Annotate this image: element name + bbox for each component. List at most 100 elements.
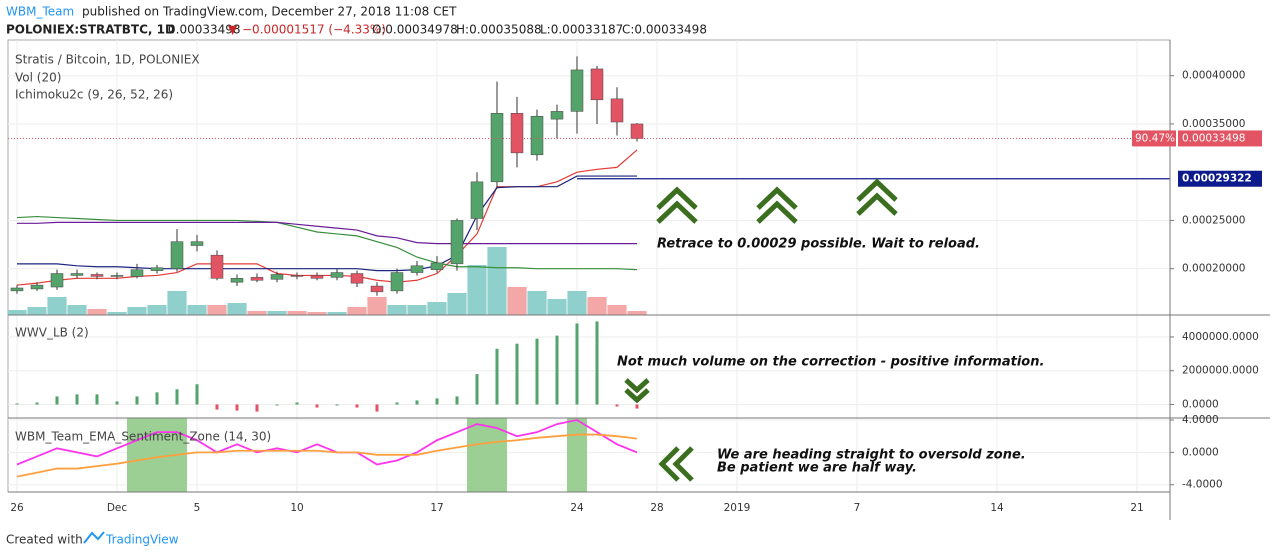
- wwv-bar: [355, 404, 359, 408]
- volume-bar: [327, 312, 347, 315]
- legend-ichimoku: Ichimoku2c (9, 26, 52, 26): [15, 88, 173, 102]
- wwv-bar: [635, 404, 639, 409]
- candle-body: [350, 273, 364, 284]
- wwv-bar: [15, 403, 19, 405]
- candle-body: [10, 287, 24, 292]
- plot-layer: [7, 40, 1170, 492]
- high: H:0.00035088: [456, 23, 542, 37]
- y-tick-label: 0.0000: [1182, 398, 1219, 410]
- x-tick-label: 24: [570, 502, 584, 514]
- volume-bar: [507, 287, 527, 315]
- wwv-bar: [275, 404, 279, 406]
- indicator-line: [17, 221, 637, 245]
- candle-body: [230, 278, 244, 283]
- level-tag: [1178, 170, 1262, 187]
- candle-body: [390, 272, 404, 292]
- candle-body: [450, 220, 464, 265]
- wwv-bar: [75, 394, 79, 405]
- candle-body: [470, 181, 484, 219]
- volume-bar: [527, 291, 547, 315]
- volume-bar: [7, 310, 27, 315]
- volume-bar: [407, 305, 427, 315]
- volume-bar: [587, 297, 607, 315]
- candle-body: [330, 272, 344, 278]
- wwv-bar: [55, 396, 59, 405]
- wwv-bar: [575, 323, 579, 405]
- price: 0.00033498: [168, 23, 241, 37]
- x-tick-label: 14: [990, 502, 1004, 514]
- volume-bar: [467, 265, 487, 315]
- wwv-bar: [455, 396, 459, 405]
- wwv-bar: [295, 402, 299, 405]
- volume-bar: [87, 309, 107, 315]
- candle-body: [210, 254, 224, 279]
- wwv-bar: [535, 338, 539, 405]
- volume-bar: [387, 305, 407, 315]
- tv-logo: [83, 531, 105, 544]
- x-tick-label: 10: [290, 502, 303, 514]
- candle-body: [590, 68, 604, 101]
- wwv-bar: [395, 402, 399, 405]
- volume-bar: [187, 305, 207, 315]
- candle-body: [570, 69, 584, 112]
- candle-body: [270, 274, 284, 280]
- y-tick-label: 0.00025000: [1182, 214, 1245, 226]
- open: O:0.00034978: [372, 23, 458, 37]
- indicator-line: [16, 215, 638, 271]
- candle-body: [550, 111, 564, 120]
- volume-bar: [67, 305, 87, 315]
- y-tick-label: 0.0000: [1182, 446, 1219, 458]
- sentiment-line: [16, 419, 638, 466]
- candle-body: [410, 265, 424, 273]
- volume-bar: [267, 311, 287, 315]
- volume-bar: [287, 311, 307, 315]
- low: L:0.00033187: [540, 23, 623, 37]
- volume-bar: [427, 302, 447, 315]
- sentiment-zone: [147, 418, 167, 492]
- wwv-bar: [615, 404, 619, 407]
- wwv-bar: [335, 404, 339, 406]
- wwv-bar: [195, 384, 199, 405]
- volume-bar: [367, 297, 387, 315]
- annotation: Be patient we are half way.: [717, 461, 917, 476]
- y-tick-label: -4.0000: [1182, 479, 1223, 491]
- x-tick-label: 5: [194, 502, 201, 514]
- symbol: POLONIEX:STRATBTC, 1D: [6, 23, 175, 37]
- indicator-line: [17, 175, 637, 272]
- candle-body: [490, 113, 504, 183]
- volume-bar: [247, 311, 267, 315]
- x-tick-label: 7: [854, 502, 861, 514]
- y-tick-label: 4000000.0000: [1182, 331, 1259, 343]
- candle-body: [310, 275, 324, 279]
- volume-bar: [227, 303, 247, 315]
- footer-brand[interactable]: TradingView: [105, 533, 179, 547]
- candle-body: [70, 273, 84, 276]
- candle-body: [290, 275, 304, 277]
- x-tick-label: 21: [1130, 502, 1143, 514]
- volume-bar: [127, 307, 147, 315]
- y-tick-label: 0.00020000: [1182, 263, 1245, 275]
- wwv-bar: [435, 398, 439, 405]
- close: C:0.00033498: [622, 23, 707, 37]
- volume-bar: [307, 312, 327, 315]
- annotation: We are heading straight to oversold zone…: [717, 448, 1026, 463]
- candle-body: [150, 267, 164, 271]
- author[interactable]: WBM_Team: [6, 5, 74, 19]
- candle-body: [30, 284, 44, 290]
- plot-frame: [7, 39, 1171, 493]
- down-arrow: ▼: [228, 23, 238, 37]
- level-label: 0.00029322: [1182, 173, 1252, 185]
- x-tick-label: 17: [430, 502, 443, 514]
- candle-body: [610, 98, 624, 123]
- y-tick-label: 4.0000: [1182, 414, 1219, 426]
- legend-vol: Vol (20): [15, 71, 61, 85]
- sentiment-line: [16, 433, 638, 478]
- volume-bar: [47, 297, 67, 315]
- candle-body: [190, 241, 204, 246]
- y-tick-label: 0.00035000: [1182, 118, 1245, 130]
- wwv-bar: [135, 396, 139, 405]
- legend-ema: WBM_Team_EMA_Sentiment_Zone (14, 30): [15, 430, 271, 444]
- x-tick-label: 28: [650, 502, 663, 514]
